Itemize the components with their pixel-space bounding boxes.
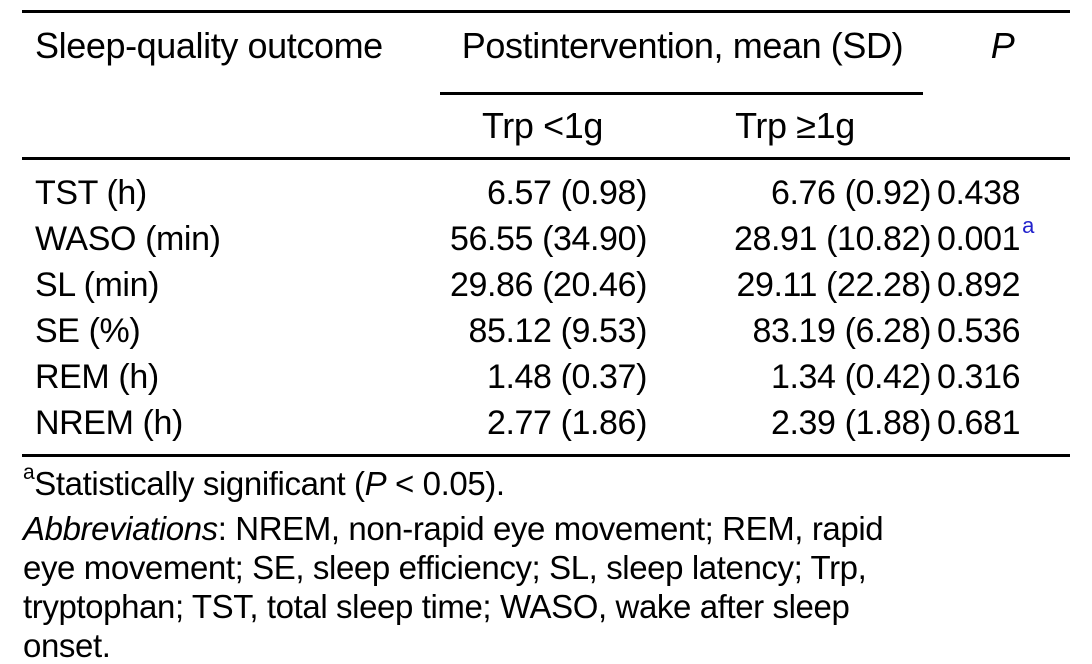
table-row: SE (%) 85.12 (9.53) 83.19 (6.28) 0.536 (22, 308, 1070, 354)
significance-marker: a (1022, 213, 1034, 239)
column-header-trp-lt1g: Trp <1g (482, 105, 603, 146)
row-trp-lt1g-value: 1.48 (0.37) (486, 357, 647, 396)
abbreviations-line-2: eye movement; SE, sleep efficiency; SL, … (23, 549, 867, 586)
table-row: TST (h) 6.57 (0.98) 6.76 (0.92) 0.438 (22, 159, 1070, 217)
header-row-1: Sleep-quality outcome Postintervention, … (22, 12, 1070, 95)
footnote-text-before-p: Statistically significant ( (34, 465, 365, 502)
row-trp-lt1g-value: 6.57 (0.98) (486, 173, 647, 212)
table-footnotes: aStatistically significant (P < 0.05). A… (23, 461, 1043, 664)
header-spacer-2 (935, 95, 1070, 159)
header-row-2: Trp <1g Trp ≥1g (22, 95, 1070, 159)
row-trp-ge1g-value: 28.91 (10.82) (733, 219, 931, 258)
table-row: SL (min) 29.86 (20.46) 29.11 (22.28) 0.892 (22, 262, 1070, 308)
footnote-p-symbol: P (364, 465, 387, 502)
row-trp-ge1g-value: 6.76 (0.92) (770, 173, 931, 212)
abbreviations-label: Abbreviations (23, 510, 218, 547)
footnote-text-after-p: < 0.05). (386, 465, 505, 502)
column-header-p: P (990, 25, 1015, 66)
row-trp-ge1g-value: 83.19 (6.28) (752, 311, 931, 350)
table-row: WASO (min) 56.55 (34.90) 28.91 (10.82) 0.00… (22, 213, 1070, 262)
row-outcome-label: WASO (min) (35, 219, 221, 258)
spanner-label: Postintervention, mean (SD) (461, 25, 904, 66)
table-header: Sleep-quality outcome Postintervention, … (22, 12, 1070, 159)
row-outcome-label: NREM (h) (35, 403, 183, 442)
row-trp-ge1g-value: 1.34 (0.42) (770, 357, 931, 396)
row-p-value: 0.001a (937, 213, 1034, 258)
column-header-outcome: Sleep-quality outcome (35, 25, 383, 66)
sleep-quality-table: Sleep-quality outcome Postintervention, … (22, 10, 1070, 457)
row-p-value: 0.892 (937, 265, 1021, 304)
row-p-value: 0.536 (937, 311, 1021, 350)
row-trp-lt1g-value: 85.12 (9.53) (468, 311, 647, 350)
table-row: REM (h) 1.48 (0.37) 1.34 (0.42) 0.316 (22, 354, 1070, 400)
abbreviations-line-4: onset. (23, 627, 111, 664)
row-p-value: 0.316 (937, 357, 1021, 396)
header-spacer-1 (22, 95, 430, 159)
row-outcome-label: REM (h) (35, 357, 159, 396)
row-trp-lt1g-value: 56.55 (34.90) (449, 219, 647, 258)
abbreviations-line-1: Abbreviations: NREM, non-rapid eye movem… (23, 509, 1043, 548)
row-outcome-label: SL (min) (35, 265, 160, 304)
abbreviations-line-3: tryptophan; TST, total sleep time; WASO,… (23, 588, 850, 625)
column-header-postintervention-spanner: Postintervention, mean (SD) (430, 12, 935, 95)
column-header-trp-ge1g: Trp ≥1g (735, 105, 855, 146)
table-row: NREM (h) 2.77 (1.86) 2.39 (1.88) 0.681 (22, 400, 1070, 456)
table-body: TST (h) 6.57 (0.98) 6.76 (0.92) 0.438 WASO (… (22, 159, 1070, 456)
row-trp-ge1g-value: 2.39 (1.88) (770, 403, 931, 442)
row-trp-lt1g-value: 29.86 (20.46) (449, 265, 647, 304)
spanner-rule (440, 92, 923, 95)
row-outcome-label: TST (h) (35, 173, 147, 212)
abbreviations-line-1-rest: : NREM, non-rapid eye movement; REM, rap… (217, 510, 884, 547)
row-trp-lt1g-value: 2.77 (1.86) (486, 403, 647, 442)
row-trp-ge1g-value: 29.11 (22.28) (736, 265, 931, 304)
abbreviations-footnote: Abbreviations: NREM, non-rapid eye movem… (23, 509, 1043, 664)
row-outcome-label: SE (%) (35, 311, 141, 350)
row-p-value: 0.438 (937, 173, 1021, 212)
footnote-marker: a (23, 461, 35, 484)
significance-footnote: aStatistically significant (P < 0.05). (23, 461, 1043, 503)
row-p-value: 0.681 (937, 403, 1021, 442)
